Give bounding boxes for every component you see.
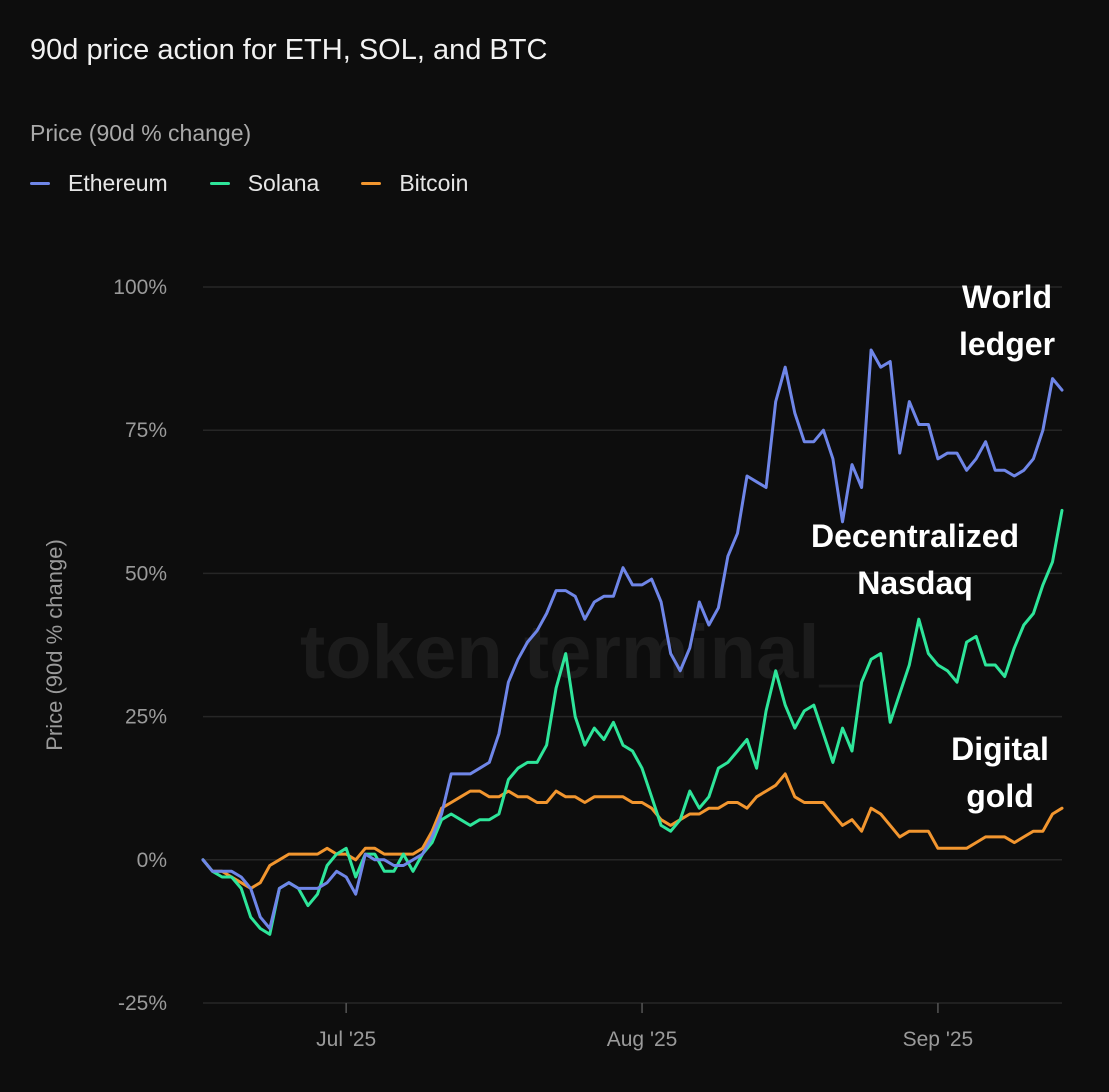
legend-item-ethereum[interactable]: Ethereum (30, 170, 168, 197)
series-annotations: World ledger Decentralized Nasdaq Digital gol… (811, 279, 1055, 814)
series-line-ethereum[interactable] (201, 348, 1064, 930)
y-tick-label: 75% (125, 419, 167, 442)
legend: Ethereum Solana Bitcoin (30, 170, 510, 197)
legend-item-solana[interactable]: Solana (209, 170, 320, 197)
legend-swatch-ethereum (30, 182, 50, 185)
annotation-solana: Nasdaq (857, 565, 973, 601)
watermark: token terminal_ (300, 610, 862, 695)
annotation-ethereum: World (962, 279, 1052, 315)
annotation-bitcoin: gold (966, 778, 1034, 814)
series-line-solana[interactable] (201, 508, 1064, 936)
y-tick-label: 25% (125, 706, 167, 729)
legend-label-solana: Solana (247, 170, 320, 196)
series-line-bitcoin[interactable] (201, 772, 1064, 890)
x-tick-label: Sep '25 (903, 1028, 974, 1051)
chart-subtitle: Price (90d % change) (30, 120, 252, 146)
y-axis-label: Price (90d % change) (42, 539, 67, 751)
legend-label-ethereum: Ethereum (68, 170, 168, 196)
y-tick-label: 0% (137, 849, 167, 872)
y-axis-ticks: 100% 75% 50% 25% 0% -25% (113, 276, 167, 1015)
legend-swatch-bitcoin (361, 182, 382, 185)
y-tick-label: 50% (125, 562, 167, 585)
annotation-bitcoin: Digital (951, 731, 1049, 767)
chart-title: 90d price action for ETH, SOL, and BTC (30, 34, 548, 66)
series-lines (201, 348, 1064, 936)
annotation-ethereum: ledger (959, 326, 1055, 362)
legend-label-bitcoin: Bitcoin (399, 170, 469, 196)
annotation-solana: Decentralized (811, 518, 1019, 554)
y-tick-label: -25% (118, 992, 167, 1015)
legend-swatch-solana (209, 182, 230, 185)
x-axis-ticks: Jul '25 Aug '25 Sep '25 (316, 1028, 973, 1051)
x-tick-label: Aug '25 (607, 1028, 678, 1051)
x-tick-label: Jul '25 (316, 1028, 376, 1051)
grid-lines (203, 286, 1062, 1013)
legend-item-bitcoin[interactable]: Bitcoin (361, 170, 468, 197)
y-tick-label: 100% (113, 276, 167, 299)
